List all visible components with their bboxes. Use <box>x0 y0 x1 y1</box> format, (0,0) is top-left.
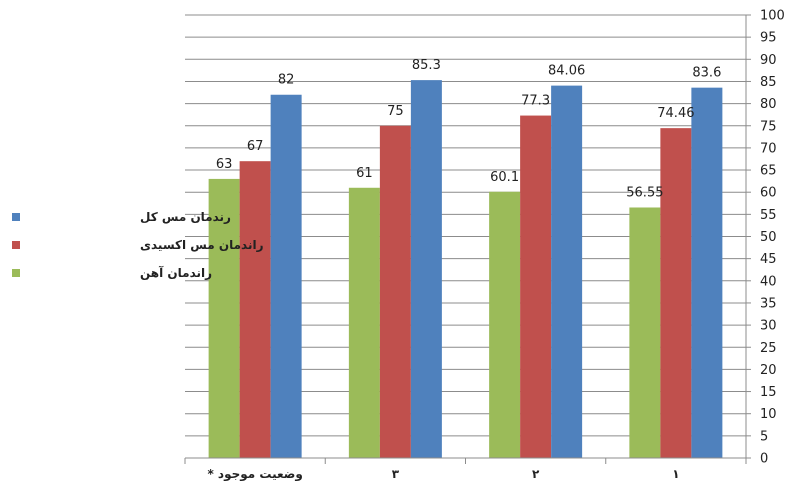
y-tick-label: 45 <box>760 252 777 267</box>
bar <box>270 94 302 459</box>
bar <box>660 128 692 458</box>
legend: رندمان مس کل راندمان مس اکسیدی راندمان آهن <box>12 210 264 280</box>
bar <box>691 87 723 458</box>
data-label: 74.46 <box>657 106 694 121</box>
y-tick-label: 5 <box>760 429 768 444</box>
bar <box>208 178 240 458</box>
data-label: 60.1 <box>490 170 519 185</box>
x-tick-label: ۳ <box>392 467 400 481</box>
data-labels: 63 67 82 61 75 85.3 60.1 77.3 84.06 56.55 74.46 83.… <box>216 58 722 200</box>
legend-label: راندمان آهن <box>140 265 212 280</box>
bar <box>551 85 583 458</box>
x-tick-label: ۲ <box>532 467 540 481</box>
x-tick-label: وضعیت موجود * <box>207 467 302 482</box>
x-tick-labels: وضعیت موجود * ۳ ۲ ۱ <box>207 467 679 482</box>
bar <box>410 80 442 458</box>
y-tick-label: 0 <box>760 452 768 467</box>
y-tick-label: 20 <box>760 363 777 378</box>
y-tick-label: 70 <box>760 141 777 156</box>
y-tick-label: 95 <box>760 31 777 46</box>
data-label: 84.06 <box>548 64 585 79</box>
legend-label: راندمان مس اکسیدی <box>140 238 264 252</box>
bar <box>520 115 552 458</box>
y-tick-label: 65 <box>760 164 777 179</box>
y-tick-label: 75 <box>760 119 777 134</box>
data-label: 67 <box>247 139 264 154</box>
bar <box>379 125 411 458</box>
y-tick-label: 50 <box>760 230 777 245</box>
data-label: 83.6 <box>692 66 721 81</box>
y-tick-label: 25 <box>760 341 777 356</box>
legend-swatch <box>12 213 20 221</box>
y-tick-label: 35 <box>760 296 777 311</box>
y-tick-label: 90 <box>760 53 777 68</box>
data-label: 61 <box>356 166 373 181</box>
bar <box>489 191 521 458</box>
y-tick-label: 55 <box>760 208 777 223</box>
bar <box>239 161 271 458</box>
data-label: 63 <box>216 157 233 172</box>
bar <box>629 207 661 458</box>
data-label: 82 <box>278 73 295 88</box>
y-tick-label: 30 <box>760 319 777 334</box>
bar <box>348 187 380 458</box>
legend-swatch <box>12 269 20 277</box>
y-tick-labels: 0 5 10 15 20 25 30 35 40 45 50 55 60 65 70 75 80 85 90 95 10… <box>760 9 785 467</box>
data-label: 85.3 <box>412 58 441 73</box>
y-tick-label: 60 <box>760 186 777 201</box>
y-tick-label: 10 <box>760 407 777 422</box>
legend-swatch <box>12 241 20 249</box>
y-tick-label: 40 <box>760 274 777 289</box>
data-label: 77.3 <box>521 94 550 109</box>
axes <box>184 14 751 464</box>
legend-label: رندمان مس کل <box>140 210 231 224</box>
bars <box>208 80 723 459</box>
y-tick-label: 15 <box>760 385 777 400</box>
y-tick-label: 85 <box>760 75 777 90</box>
y-tick-label: 80 <box>760 97 777 112</box>
y-tick-label: 100 <box>760 9 785 24</box>
x-tick-label: ۱ <box>672 467 679 481</box>
data-label: 56.55 <box>626 185 663 200</box>
data-label: 75 <box>387 104 404 119</box>
